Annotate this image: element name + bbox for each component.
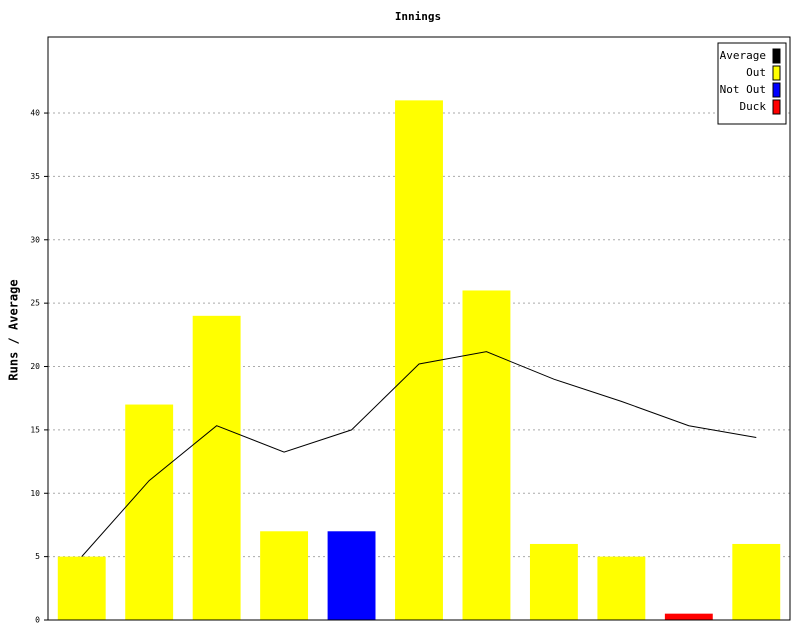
legend-swatch bbox=[772, 99, 781, 115]
bar bbox=[57, 556, 106, 620]
bar bbox=[462, 290, 511, 620]
legend-label: Out bbox=[746, 66, 766, 79]
bar bbox=[260, 531, 309, 620]
bar bbox=[529, 543, 578, 620]
y-tick-label: 5 bbox=[35, 552, 40, 561]
legend-swatch bbox=[772, 82, 781, 98]
bar bbox=[597, 556, 646, 620]
bar bbox=[664, 613, 713, 620]
bar bbox=[395, 100, 443, 620]
bar bbox=[327, 531, 376, 620]
bar bbox=[125, 404, 174, 620]
y-tick-label: 15 bbox=[30, 425, 40, 434]
y-tick-label: 20 bbox=[30, 362, 40, 371]
y-tick-label: 40 bbox=[30, 109, 40, 118]
legend-label: Duck bbox=[740, 100, 767, 113]
legend-label: Not Out bbox=[720, 83, 766, 96]
y-tick-label: 35 bbox=[30, 172, 40, 181]
legend-swatch bbox=[772, 48, 781, 64]
plot-frame bbox=[47, 36, 791, 621]
bar bbox=[192, 315, 241, 620]
chart-title: Innings bbox=[395, 10, 441, 23]
y-axis-label: Runs / Average bbox=[7, 279, 21, 380]
legend-swatch bbox=[772, 65, 781, 81]
y-tick-label: 25 bbox=[30, 299, 40, 308]
average-line bbox=[81, 351, 757, 557]
y-tick-label: 0 bbox=[35, 616, 40, 625]
legend-label: Average bbox=[720, 49, 766, 62]
y-tick-label: 30 bbox=[30, 235, 40, 244]
y-tick-label: 10 bbox=[30, 489, 40, 498]
bar bbox=[732, 543, 781, 620]
